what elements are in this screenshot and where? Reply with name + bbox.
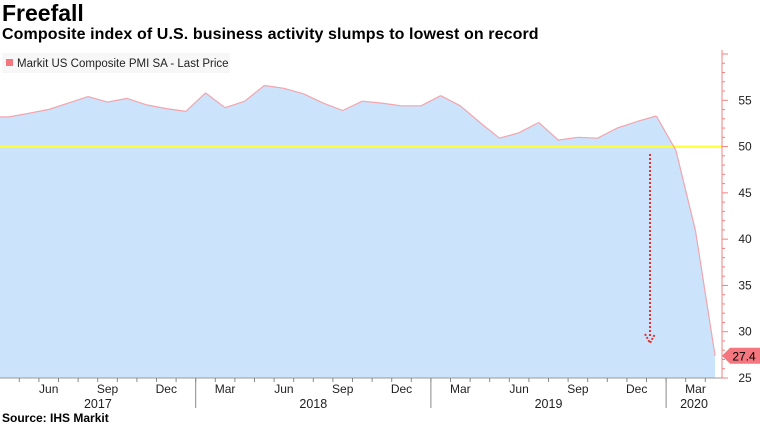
y-tick-label-35: 35 <box>738 278 752 292</box>
data-point-segment-9 <box>166 108 186 112</box>
data-point-segment-12 <box>224 100 245 109</box>
legend-swatch <box>6 59 13 66</box>
y-tick-label-55: 55 <box>738 93 752 107</box>
x-year-label-2019: 2019 <box>535 397 563 410</box>
data-point-segment-26 <box>499 132 520 139</box>
x-year-label-2020: 2020 <box>680 397 708 410</box>
pmi-area <box>0 85 716 378</box>
data-point-segment-34 <box>655 115 677 151</box>
y-tick-label-45: 45 <box>738 186 752 200</box>
data-point-segment-13 <box>244 85 265 102</box>
data-point-segment-30 <box>577 136 598 139</box>
data-point-segment-36 <box>694 230 716 356</box>
x-year-label-2018: 2018 <box>299 397 327 410</box>
last-price-tag <box>722 347 760 364</box>
x-tick-label-3: Mar <box>215 382 236 396</box>
data-point-segment-7 <box>126 97 147 106</box>
data-point-segment-10 <box>185 92 206 112</box>
data-point-segment-15 <box>283 87 304 95</box>
data-point-segment-33 <box>636 115 657 123</box>
x-tick-label-6: Dec <box>391 382 412 396</box>
data-point-segment-28 <box>538 122 559 141</box>
data-point-segment-20 <box>381 102 402 107</box>
x-tick-label-10: Dec <box>626 382 647 396</box>
data-point-segment-17 <box>322 102 343 112</box>
legend-label: Markit US Composite PMI SA - Last Price <box>17 58 229 70</box>
data-point-segment-11 <box>205 92 226 109</box>
data-point-segment-35 <box>675 150 697 231</box>
last-price-value: 27.4 <box>732 349 756 363</box>
data-point-segment-23 <box>440 95 461 107</box>
data-point-segment-19 <box>362 100 382 104</box>
data-point-segment-31 <box>597 127 618 139</box>
data-point-segment-25 <box>479 122 500 139</box>
x-tick-label-0: Jun <box>39 382 58 396</box>
y-tick-label-25: 25 <box>738 371 752 385</box>
data-point-segment-14 <box>264 84 284 89</box>
legend-box <box>2 53 230 73</box>
data-point-segment-32 <box>616 121 637 129</box>
y-tick-label-30: 30 <box>738 325 752 339</box>
data-point-segment-16 <box>303 93 324 104</box>
chart-title: Freefall <box>2 0 84 26</box>
source-note: Source: IHS Markit <box>2 411 109 425</box>
data-point-segment-22 <box>420 95 441 107</box>
x-year-label-2017: 2017 <box>84 397 112 410</box>
x-tick-label-5: Sep <box>332 382 354 396</box>
data-point-segment-5 <box>87 96 108 103</box>
data-point-segment-3 <box>48 102 69 111</box>
x-tick-label-4: Jun <box>274 382 293 396</box>
x-tick-label-7: Mar <box>450 382 471 396</box>
x-tick-label-11: Mar <box>685 382 706 396</box>
y-tick-label-50: 50 <box>738 140 752 154</box>
x-tick-label-2: Dec <box>156 382 177 396</box>
data-point-segment-6 <box>107 97 128 103</box>
data-point-segment-8 <box>146 104 167 110</box>
x-tick-label-9: Sep <box>567 382 589 396</box>
y-tick-label-40: 40 <box>738 232 752 246</box>
x-tick-label-1: Sep <box>97 382 119 396</box>
data-point-segment-4 <box>68 96 89 104</box>
x-tick-label-8: Jun <box>509 382 528 396</box>
pmi-chart: 25 30 35 40 45 50 55 Jun Sep Dec Mar Jun Sep Dec Mar Ju… <box>0 50 760 410</box>
data-point-segment-2 <box>28 108 49 114</box>
data-point-segment-18 <box>342 100 363 112</box>
data-point-segment-27 <box>518 121 539 134</box>
data-point-segment-24 <box>459 105 481 123</box>
data-point-segment-29 <box>558 136 578 141</box>
chart-subtitle: Composite index of U.S. business activit… <box>2 26 539 43</box>
data-point-segment-1 <box>9 112 30 118</box>
